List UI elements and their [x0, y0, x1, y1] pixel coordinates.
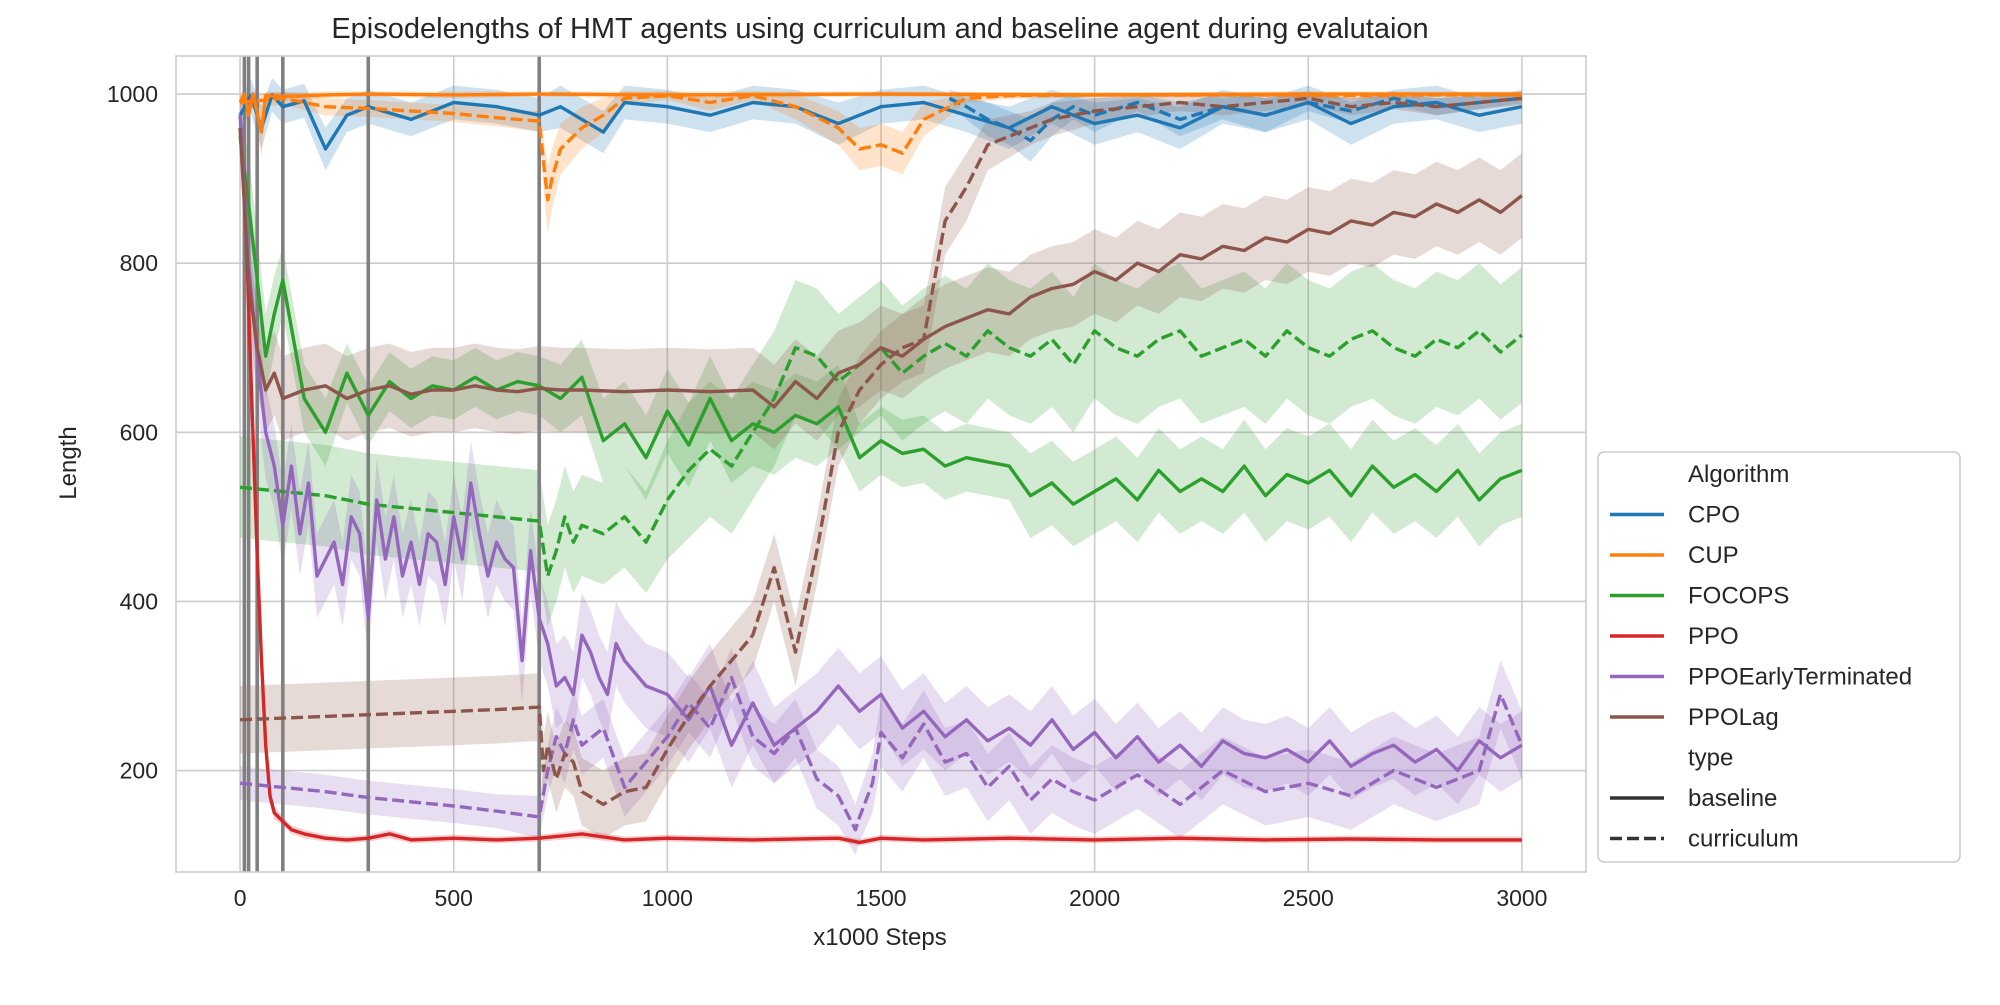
ppoearlyterminated-curriculum-band: [240, 647, 1522, 856]
legend-label-ppoearlyterminated: PPOEarlyTerminated: [1688, 664, 1912, 691]
x-axis-label: x1000 Steps: [813, 924, 946, 951]
ppoearlyterminated-curriculum-line: [239, 675, 1524, 832]
x-tick-label: 1500: [855, 885, 906, 911]
legend-label-ppolag: PPOLag: [1688, 704, 1779, 731]
x-tick-label: 2000: [1069, 885, 1120, 911]
ppolag-baseline-band: [240, 115, 1522, 450]
y-axis-label: Length: [55, 426, 82, 499]
ppoearlyterminated-baseline-line: [238, 115, 1523, 773]
x-tick-label: 3000: [1496, 885, 1547, 911]
focops-curriculum-line: [239, 329, 1523, 578]
focops-baseline-band: [240, 119, 1522, 547]
cpo-curriculum-band: [949, 89, 1522, 162]
ppo-baseline-line: [238, 127, 1522, 845]
legend-label-ppo: PPO: [1688, 623, 1739, 650]
legend: Algorithm CPO CUP FOCOPS PPO PPOEarlyTerminat…: [1597, 451, 1961, 863]
x-tick-label: 1000: [642, 885, 693, 911]
y-tick-label: 400: [120, 588, 158, 614]
series-lines: [238, 92, 1524, 845]
y-tick-label: 200: [120, 758, 158, 784]
x-tick-label: 500: [435, 885, 473, 911]
plot-frame: [175, 55, 1587, 873]
cup-curriculum-band: [240, 91, 1522, 234]
legend-label-cup: CUP: [1688, 542, 1739, 569]
legend-box: [1597, 451, 1961, 863]
cup-curriculum-line: [239, 93, 1522, 202]
y-tick-label: 600: [120, 419, 158, 445]
legend-style-title: type: [1688, 745, 1733, 772]
ppolag-curriculum-line: [240, 96, 1523, 807]
tick-labels: 0 500 1000 1500 2000 2500 3000 200 400 600 800 1000: [107, 81, 1548, 911]
legend-label-curriculum: curriculum: [1688, 826, 1799, 853]
y-tick-label: 1000: [107, 81, 158, 107]
legend-label-focops: FOCOPS: [1688, 583, 1789, 610]
legend-label-cpo: CPO: [1688, 502, 1740, 529]
x-tick-label: 0: [234, 885, 247, 911]
legend-label-baseline: baseline: [1688, 785, 1777, 812]
y-tick-label: 800: [120, 250, 158, 276]
ppolag-baseline-line: [238, 127, 1523, 409]
x-tick-label: 2500: [1283, 885, 1334, 911]
legend-hue-title: Algorithm: [1688, 461, 1789, 488]
chart-title: Episodelengths of HMT agents using curri…: [331, 13, 1428, 45]
ppoearlyterminated-baseline-band: [240, 102, 1522, 805]
cup-baseline-line: [238, 92, 1522, 134]
cpo-baseline-band: [240, 78, 1522, 171]
